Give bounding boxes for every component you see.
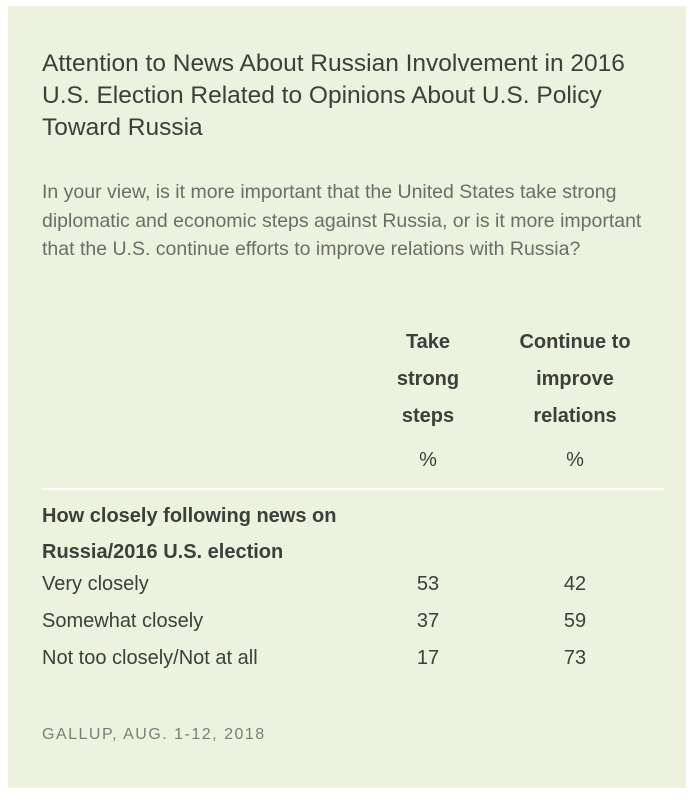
column-header-line: strong (396, 368, 460, 390)
chart-subtitle: In your view, is it more important that … (42, 181, 642, 260)
row-label: Not too closely/Not at all (42, 647, 258, 669)
table-row: Somewhat closely 37 59 (42, 604, 664, 640)
chart-title: Attention to News About Russian Involvem… (42, 50, 625, 141)
cell-value: 59 (563, 610, 587, 632)
column-header-line: improve (536, 368, 614, 390)
source-note: GALLUP, AUG. 1-12, 2018 (42, 726, 266, 743)
column-unit: % (566, 449, 584, 471)
chart-card: Attention to News About Russian Involvem… (8, 6, 686, 788)
cell-value: 53 (416, 573, 440, 595)
row-label: Somewhat closely (42, 610, 204, 632)
column-header-line: Continue to (519, 331, 631, 353)
header-divider (42, 488, 664, 490)
cell-value: 37 (416, 610, 440, 632)
column-header-line: Take (405, 331, 451, 353)
column-header-line: steps (401, 405, 455, 427)
table-row: Very closely 53 42 (42, 567, 664, 603)
column-header-line: relations (533, 405, 617, 427)
column-header-take-strong-steps: Take strong steps (373, 324, 483, 435)
column-header-continue-to-improve: Continue to improve relations (500, 324, 650, 435)
row-label: Very closely (42, 573, 149, 595)
cell-value: 17 (416, 647, 440, 669)
column-unit: % (419, 449, 437, 471)
cell-value: 73 (563, 647, 587, 669)
cell-value: 42 (563, 573, 587, 595)
row-group-label: How closely following news on Russia/201… (42, 505, 337, 563)
table-row: Not too closely/Not at all 17 73 (42, 641, 664, 677)
